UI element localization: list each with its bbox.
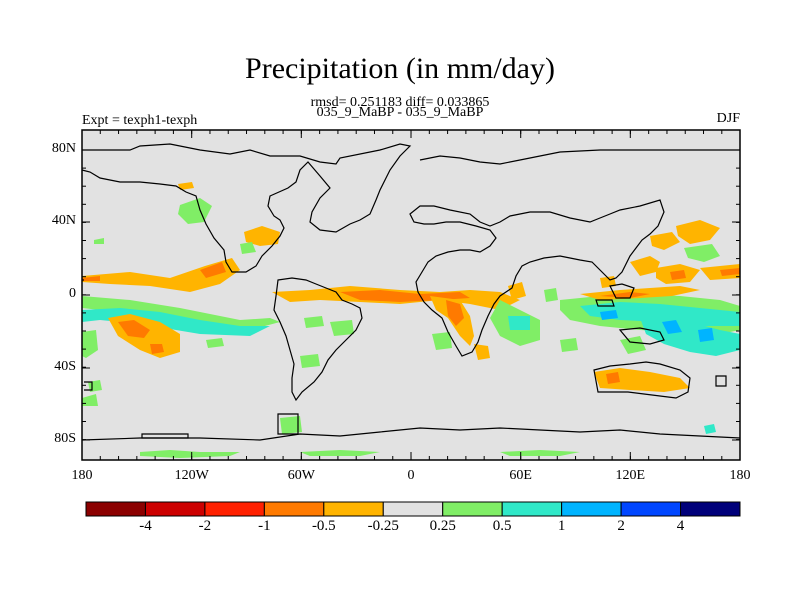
lon-tick-label: 120E: [615, 468, 646, 483]
case-text: 035_9_MaBP - 035_9_MaBP: [316, 105, 484, 120]
colorbar-swatch: [323, 501, 384, 517]
colorbar-swatch: [144, 501, 206, 517]
colorbar: [85, 501, 741, 517]
lon-tick-label: 180: [71, 468, 93, 483]
stats-text: rmsd= 0.251183 diff= 0.033865: [310, 95, 490, 110]
lon-tick-label: 120W: [174, 468, 209, 483]
colorbar-label: 0.25: [429, 518, 456, 534]
lon-tick-label: 180: [729, 468, 751, 483]
coastline-outlines: [81, 143, 741, 441]
lon-tick-label: 60E: [509, 468, 532, 483]
experiment-label: Expt = texph1-texph: [82, 113, 198, 128]
axis-ticks: [81, 130, 741, 460]
lat-tick-label: 40N: [51, 213, 76, 228]
colorbar-swatch: [263, 501, 325, 517]
colorbar-label: -0.5: [311, 518, 336, 534]
colorbar-swatch: [561, 501, 622, 517]
colorbar-swatch: [85, 501, 146, 517]
colorbar-label: -0.25: [367, 518, 399, 534]
season-label: DJF: [716, 111, 740, 126]
colorbar-swatch: [680, 501, 741, 517]
lat-tick-label: 40S: [54, 359, 76, 374]
lat-tick-label: 80N: [51, 141, 76, 156]
lat-tick-label: 0: [69, 286, 76, 301]
colorbar-label: -1: [258, 518, 271, 534]
plot-title: Precipitation (in mm/day): [245, 52, 555, 85]
colorbar-swatch: [501, 501, 563, 517]
lon-tick-label: 0: [407, 468, 415, 483]
colorbar-swatch: [204, 501, 265, 517]
colorbar-swatch: [442, 501, 503, 517]
colorbar-label: 0.5: [492, 518, 512, 534]
colorbar-swatch: [620, 501, 682, 517]
colorbar-label: -2: [198, 518, 212, 534]
colorbar-swatch: [382, 501, 444, 517]
colorbar-label: -4: [139, 518, 152, 534]
colorbar-label: 1: [557, 518, 566, 534]
precip-anomaly-shading: [82, 182, 740, 458]
colorbar-label: 4: [676, 518, 685, 534]
lat-tick-label: 80S: [54, 431, 76, 446]
lon-tick-label: 60W: [287, 468, 315, 483]
colorbar-label: 2: [617, 518, 625, 534]
